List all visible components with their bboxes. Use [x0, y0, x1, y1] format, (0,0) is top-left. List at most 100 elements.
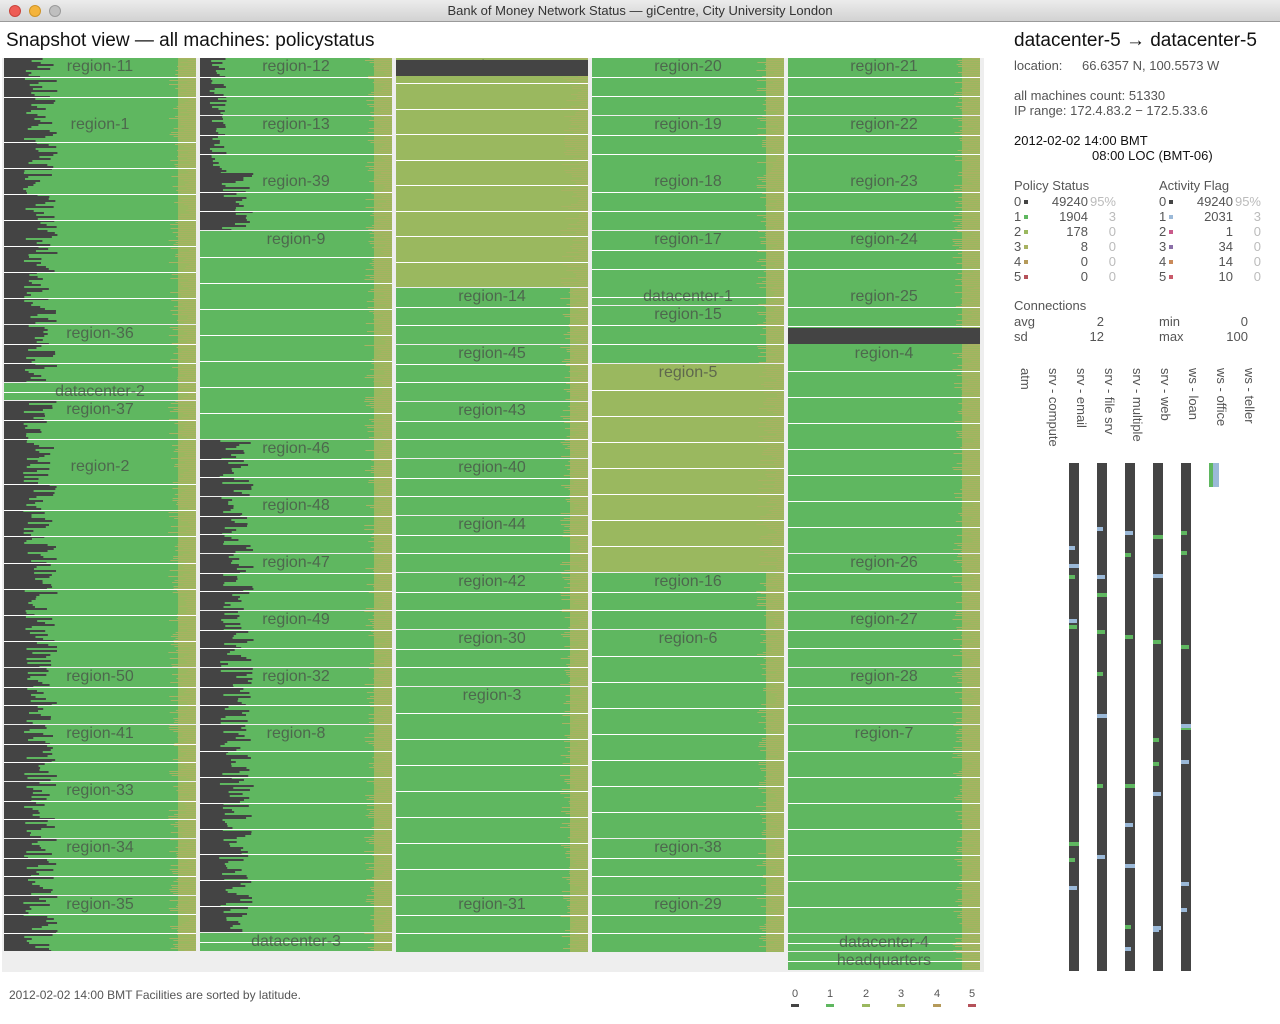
machine-line	[4, 680, 39, 682]
facility-region-44[interactable]: region-44	[396, 516, 588, 572]
subnet-divider	[592, 96, 784, 97]
machine-line	[200, 499, 233, 501]
machine-line	[380, 285, 392, 286]
machine-line	[966, 867, 980, 868]
connections-min: 0	[1240, 314, 1248, 329]
facility-region-4[interactable]: region-4	[788, 345, 980, 553]
facility-region-32[interactable]: region-32	[200, 668, 392, 724]
facility-region-28[interactable]: region-28	[788, 668, 980, 724]
facility-region-6[interactable]: region-6	[592, 630, 784, 838]
minimize-window-button[interactable]	[29, 5, 41, 17]
machine-line	[774, 849, 784, 850]
machine-line	[177, 544, 196, 545]
facility-headquarters[interactable]: headquarters	[788, 952, 980, 970]
facility-datacenter-4[interactable]: datacenter-4	[788, 934, 980, 951]
facility-region-9[interactable]: region-9	[200, 231, 392, 439]
facility-region-41[interactable]: region-41	[4, 725, 196, 781]
facility-region-31[interactable]: region-31	[396, 896, 588, 952]
machine-line	[184, 804, 196, 805]
facility-region-38[interactable]: region-38	[592, 839, 784, 895]
machine-line	[954, 292, 980, 293]
machine-line	[376, 853, 392, 854]
machine-line	[959, 789, 980, 790]
machine-line	[4, 260, 24, 262]
machine-line	[574, 719, 588, 720]
facility-region-24[interactable]: region-24	[788, 231, 980, 288]
facility-region-40[interactable]: region-40	[396, 459, 588, 515]
facility-region-19[interactable]: region-19	[592, 116, 784, 173]
facility-region-37[interactable]: region-37	[4, 401, 196, 458]
machine-type-bar[interactable]	[1181, 463, 1191, 971]
facility-region-5[interactable]: region-5	[592, 364, 784, 572]
machine-line	[971, 519, 980, 520]
facility-region-7[interactable]: region-7	[788, 725, 980, 933]
facility-region-46[interactable]: region-46	[200, 440, 392, 496]
machine-line	[962, 869, 980, 870]
facility-region-11[interactable]: region-11	[4, 58, 196, 116]
machine-line	[963, 491, 980, 492]
machine-type-bar[interactable]	[1069, 463, 1079, 971]
facility-region-17[interactable]: region-17	[592, 231, 784, 288]
machine-line	[962, 909, 980, 910]
facility-region-10[interactable]: region-10	[396, 58, 588, 287]
machine-line	[760, 642, 784, 643]
facility-region-49[interactable]: region-49	[200, 611, 392, 667]
machine-line	[200, 602, 225, 604]
facility-region-27[interactable]: region-27	[788, 611, 980, 667]
machine-line	[772, 508, 784, 509]
machine-line	[4, 464, 31, 466]
facility-region-12[interactable]: region-12	[200, 58, 392, 115]
facility-region-30[interactable]: region-30	[396, 630, 588, 686]
facility-region-48[interactable]: region-48	[200, 497, 392, 553]
facility-region-33[interactable]: region-33	[4, 782, 196, 838]
facility-region-36[interactable]: region-36	[4, 325, 196, 382]
machine-line	[567, 908, 588, 909]
facility-region-16[interactable]: region-16	[592, 573, 784, 629]
machine-line	[576, 184, 588, 185]
machine-type-bar[interactable]	[1209, 463, 1219, 487]
zoom-window-button[interactable]	[49, 5, 61, 17]
facility-region-42[interactable]: region-42	[396, 573, 588, 629]
facility-region-2[interactable]: region-2	[4, 458, 196, 667]
machine-line	[370, 407, 392, 408]
facility-datacenter-1[interactable]: datacenter-1	[592, 288, 784, 305]
facility-region-21[interactable]: region-21	[788, 58, 980, 115]
facility-region-45[interactable]: region-45	[396, 345, 588, 401]
facility-datacenter-3[interactable]: datacenter-3	[200, 933, 392, 951]
facility-region-8[interactable]: region-8	[200, 725, 392, 932]
machine-line	[181, 698, 196, 699]
subnet-divider	[200, 361, 392, 362]
facility-region-22[interactable]: region-22	[788, 116, 980, 173]
facility-region-3[interactable]: region-3	[396, 687, 588, 895]
machine-line	[774, 462, 784, 463]
machine-type-bar[interactable]	[1153, 463, 1163, 971]
machine-line	[384, 297, 392, 298]
facility-region-1[interactable]: region-1	[4, 116, 196, 324]
facility-region-39[interactable]: region-39	[200, 173, 392, 230]
facility-region-35[interactable]: region-35	[4, 896, 196, 951]
machine-line	[170, 839, 196, 840]
machine-line	[200, 118, 223, 120]
machine-line	[763, 450, 784, 451]
facility-region-29[interactable]: region-29	[592, 896, 784, 952]
facility-region-18[interactable]: region-18	[592, 173, 784, 230]
facility-region-47[interactable]: region-47	[200, 554, 392, 610]
machine-line	[764, 64, 784, 65]
machine-line	[969, 716, 980, 717]
facility-region-50[interactable]: region-50	[4, 668, 196, 724]
facility-region-15[interactable]: region-15	[592, 306, 784, 363]
facility-region-43[interactable]: region-43	[396, 402, 588, 458]
facility-machine-lines	[396, 402, 588, 458]
facility-region-23[interactable]: region-23	[788, 173, 980, 230]
close-window-button[interactable]	[9, 5, 21, 17]
machine-type-bar[interactable]	[1125, 463, 1135, 971]
subnet-divider	[396, 739, 588, 740]
facility-region-26[interactable]: region-26	[788, 554, 980, 610]
facility-region-34[interactable]: region-34	[4, 839, 196, 895]
facility-region-13[interactable]: region-13	[200, 116, 392, 173]
facility-region-20[interactable]: region-20	[592, 58, 784, 115]
facility-region-14[interactable]: region-14	[396, 288, 588, 344]
facility-datacenter-2[interactable]: datacenter-2	[4, 383, 196, 400]
machine-line	[4, 417, 34, 419]
machine-line	[4, 598, 36, 600]
